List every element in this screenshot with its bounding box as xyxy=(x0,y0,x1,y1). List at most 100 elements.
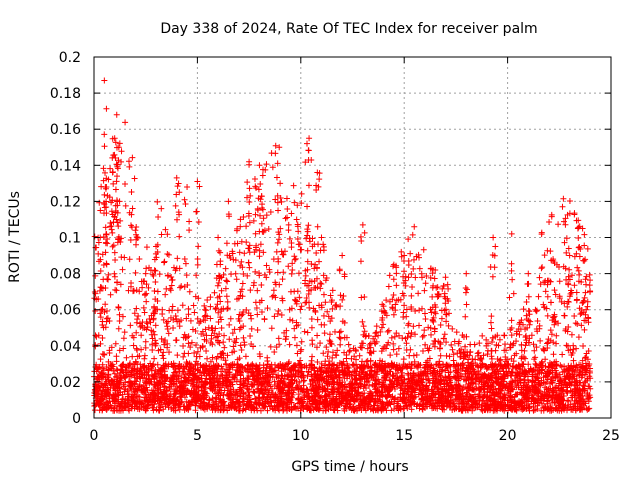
data-point xyxy=(565,245,572,252)
data-point xyxy=(412,331,419,338)
data-point xyxy=(334,385,341,392)
data-point xyxy=(135,312,142,319)
data-point xyxy=(539,264,546,271)
data-point xyxy=(155,214,162,221)
data-point xyxy=(584,356,591,363)
data-point xyxy=(462,343,469,350)
data-point xyxy=(247,287,254,294)
data-point xyxy=(271,313,278,320)
data-point xyxy=(400,405,407,412)
data-point xyxy=(240,309,247,316)
data-point xyxy=(296,294,303,301)
data-point xyxy=(295,270,302,277)
data-point xyxy=(160,349,167,356)
data-point xyxy=(546,218,553,225)
data-point xyxy=(121,329,128,336)
data-point xyxy=(128,386,135,393)
data-point xyxy=(201,302,208,309)
data-point xyxy=(119,313,126,320)
data-point xyxy=(126,256,133,263)
data-point xyxy=(170,264,177,271)
data-point xyxy=(541,252,548,259)
data-point xyxy=(115,325,122,332)
data-point xyxy=(298,200,305,207)
data-point xyxy=(541,279,548,286)
data-point xyxy=(478,355,485,362)
data-point xyxy=(314,332,321,339)
data-point xyxy=(280,251,287,258)
data-point xyxy=(525,293,532,300)
data-point xyxy=(555,221,562,228)
data-point xyxy=(329,287,336,294)
data-point xyxy=(390,340,397,347)
data-point xyxy=(263,262,270,269)
data-point xyxy=(560,218,567,225)
data-point xyxy=(438,315,445,322)
data-point xyxy=(221,332,228,339)
data-point xyxy=(516,331,523,338)
data-point xyxy=(556,293,563,300)
data-point xyxy=(405,320,412,327)
data-point xyxy=(107,165,114,172)
data-point xyxy=(321,330,328,337)
data-point xyxy=(445,322,452,329)
data-point xyxy=(130,342,137,349)
data-point xyxy=(134,406,141,413)
data-point xyxy=(152,267,159,274)
data-point xyxy=(476,340,483,347)
data-point xyxy=(393,270,400,277)
data-point xyxy=(231,326,238,333)
data-point xyxy=(294,236,301,243)
data-point xyxy=(538,400,545,407)
data-point xyxy=(129,353,136,360)
data-point xyxy=(387,352,394,359)
data-point xyxy=(186,288,193,295)
data-point xyxy=(137,323,144,330)
data-point xyxy=(346,347,353,354)
data-point xyxy=(564,303,571,310)
data-point xyxy=(397,406,404,413)
data-point xyxy=(297,357,304,364)
data-point xyxy=(501,332,508,339)
data-point xyxy=(143,244,150,251)
data-point xyxy=(109,229,116,236)
data-point xyxy=(495,361,502,368)
data-point xyxy=(252,230,259,237)
data-point xyxy=(556,278,563,285)
data-point xyxy=(416,322,423,329)
data-point xyxy=(379,301,386,308)
data-point xyxy=(215,279,222,286)
data-point xyxy=(582,289,589,296)
data-point xyxy=(110,367,117,374)
data-point xyxy=(200,316,207,323)
data-point xyxy=(272,142,279,149)
data-point xyxy=(214,301,221,308)
data-point xyxy=(302,272,309,279)
data-point xyxy=(565,273,572,280)
data-point xyxy=(126,407,133,414)
data-point xyxy=(230,343,237,350)
data-point xyxy=(277,225,284,232)
data-point xyxy=(292,255,299,262)
data-point xyxy=(301,328,308,335)
data-point xyxy=(138,346,145,353)
data-point xyxy=(217,298,224,305)
data-point xyxy=(518,341,525,348)
data-point xyxy=(453,329,460,336)
data-point xyxy=(291,256,298,263)
data-point xyxy=(385,327,392,334)
data-point xyxy=(194,348,201,355)
data-point xyxy=(240,270,247,277)
data-point xyxy=(188,339,195,346)
data-point xyxy=(573,289,580,296)
data-point xyxy=(133,287,140,294)
data-point xyxy=(563,249,570,256)
data-point xyxy=(308,315,315,322)
data-point xyxy=(274,160,281,167)
data-point xyxy=(264,407,271,414)
data-point xyxy=(221,398,228,405)
data-point xyxy=(177,284,184,291)
data-point xyxy=(304,329,311,336)
data-point xyxy=(471,341,478,348)
data-point xyxy=(248,325,255,332)
